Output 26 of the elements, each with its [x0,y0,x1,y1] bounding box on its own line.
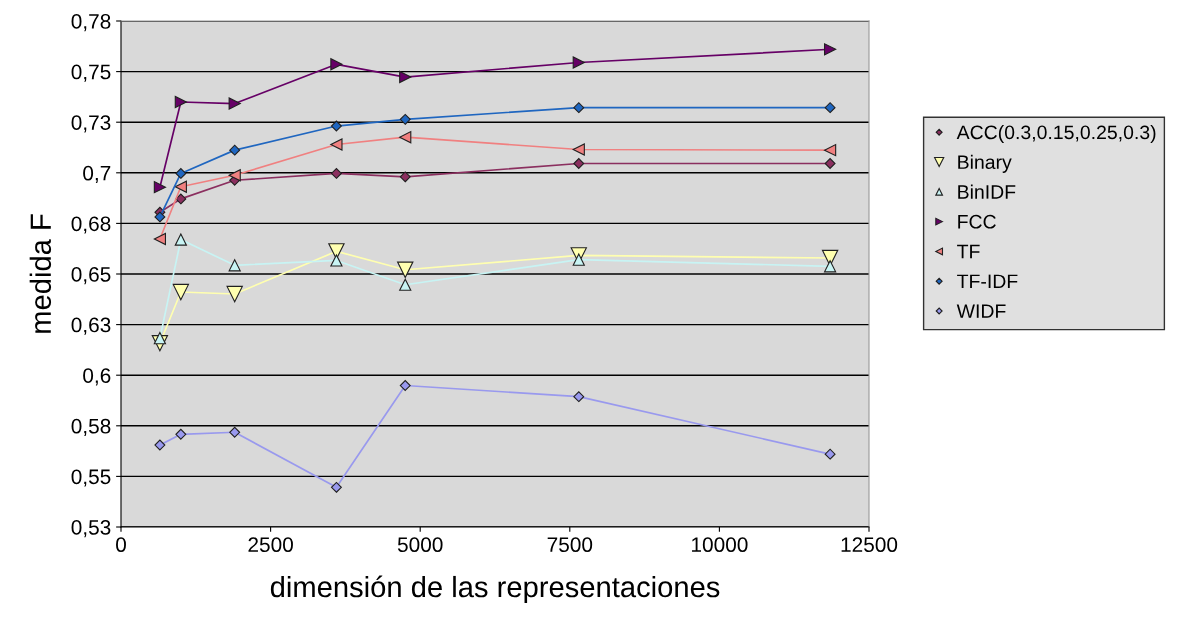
y-tick-label: 0,65 [71,267,111,285]
y-tick-label: 0,75 [71,64,111,82]
x-tick-label: 5000 [397,537,443,553]
x-tick-label: 7500 [547,537,593,553]
y-tick-label: 0,68 [71,216,111,234]
x-axis-title: dimensión de las representaciones [270,575,720,604]
legend-label: Binary [958,154,1012,173]
legend-label: FCC [958,214,996,229]
legend-label: BinIDF [958,184,1016,199]
y-tick-label: 0,55 [71,469,111,487]
x-tick-label: 12500 [841,537,898,553]
y-tick-label: 0,7 [83,165,111,184]
y-tick-label: 0,6 [83,368,111,386]
y-tick-label: 0,73 [71,115,111,133]
legend-label: TF-IDF [957,274,1018,289]
x-tick-label: 2500 [248,537,293,553]
y-tick-label: 0,58 [71,418,111,437]
x-tick-label: 10000 [692,537,748,553]
x-tick-label: 0 [116,537,126,553]
legend-label: TF [957,244,980,259]
y-tick-label: 0,53 [71,520,111,538]
y-tick-label: 0,78 [71,14,111,32]
legend-label: ACC(0.3,0.15,0.25,0.3) [956,124,1156,144]
y-axis-title: medida F [29,214,52,333]
legend-label: WIDF [956,304,1006,318]
y-tick-label: 0,63 [71,317,111,335]
